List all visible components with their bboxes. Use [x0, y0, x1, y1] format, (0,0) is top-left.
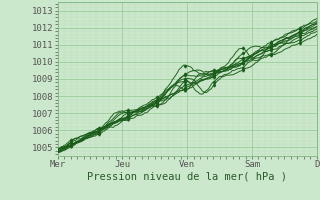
X-axis label: Pression niveau de la mer( hPa ): Pression niveau de la mer( hPa ): [87, 172, 287, 182]
